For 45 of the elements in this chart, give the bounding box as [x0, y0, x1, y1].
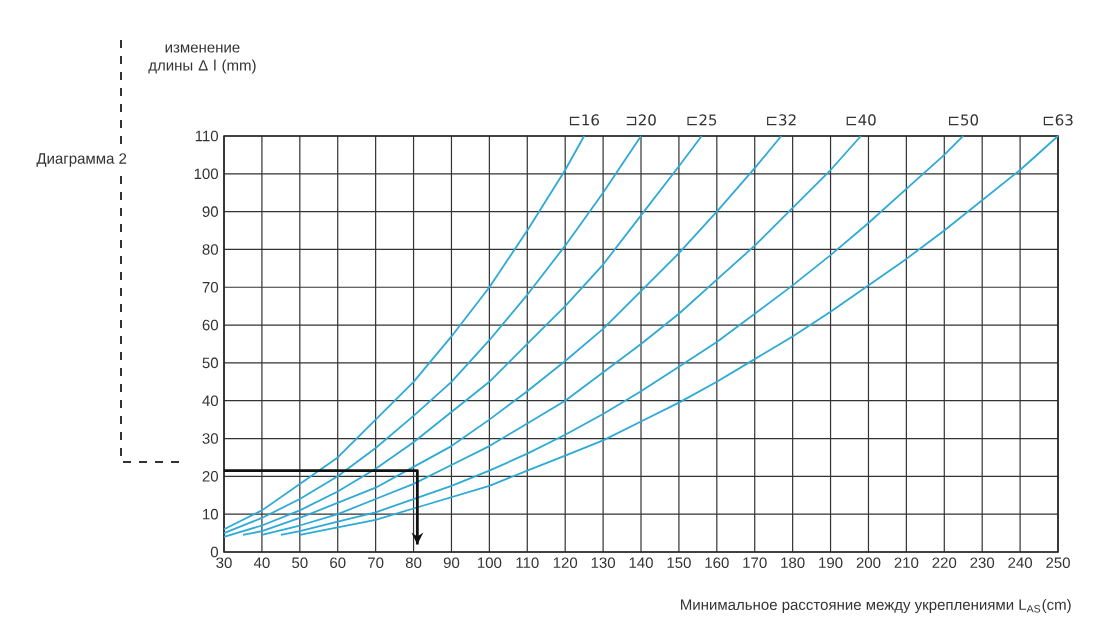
- y-tick-label: 0: [210, 546, 219, 558]
- x-tick-label: 130: [591, 557, 616, 569]
- x-axis-title: Минимальное расстояние между укреплениями L$_{AS}$(cm): [681, 599, 1071, 613]
- x-tick-label: 250: [1046, 557, 1070, 569]
- y-tick-label: 50: [202, 357, 219, 369]
- x-tick-label: 170: [743, 557, 767, 569]
- x-tick-label: 60: [330, 557, 346, 569]
- y-tick-label: 70: [202, 281, 219, 293]
- x-tick-label: 120: [553, 557, 578, 569]
- y-tick-label: 80: [202, 244, 219, 255]
- y-axis-title: изменение длины Δ l (mm): [148, 44, 256, 74]
- x-tick-label: 90: [443, 557, 460, 569]
- x-tick-label: 220: [932, 557, 957, 569]
- y-tick-label: 90: [202, 206, 219, 217]
- x-tick-label: 40: [253, 557, 270, 569]
- series-label: ⊏25: [687, 114, 717, 126]
- series-label: ⊐20: [626, 114, 656, 126]
- x-tick-label: 140: [629, 557, 653, 569]
- x-tick-label: 80: [405, 557, 422, 569]
- series-label: ⊏16: [569, 114, 600, 126]
- y-tick-label: 40: [202, 395, 219, 407]
- y-tick-label: 110: [195, 130, 219, 142]
- x-tick-label: 230: [970, 557, 995, 569]
- x-tick-label: 240: [1008, 557, 1033, 569]
- text: Диаграмма 2: [36, 153, 127, 167]
- series-label: ⊏50: [949, 114, 979, 126]
- x-tick-label: 50: [292, 557, 308, 569]
- x-tick-label: 160: [705, 557, 729, 569]
- series-label: ⊏40: [846, 114, 876, 126]
- series-label: ⊏32: [767, 114, 796, 126]
- x-tick-label: 70: [368, 557, 384, 569]
- x-tick-label: 190: [819, 557, 843, 569]
- x-tick-label: 30: [216, 557, 232, 569]
- x-tick-label: 110: [516, 557, 539, 569]
- series-label: ⊏63: [1043, 114, 1073, 126]
- y-tick-label: 10: [203, 508, 219, 520]
- y-tick-label: 100: [194, 168, 219, 180]
- y-tick-label: 30: [202, 433, 219, 444]
- x-tick-label: 180: [781, 557, 805, 569]
- x-tick-label: 200: [856, 557, 881, 569]
- x-tick-label: 150: [667, 557, 691, 569]
- x-tick-label: 210: [894, 557, 919, 569]
- y-tick-label: 20: [202, 471, 219, 482]
- y-tick-label: 60: [202, 319, 219, 331]
- x-tick-label: 100: [477, 557, 502, 569]
